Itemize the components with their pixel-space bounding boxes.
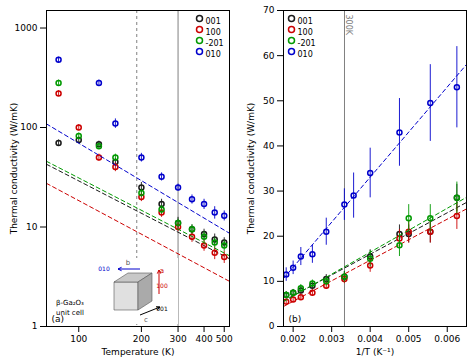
svg-text:a: a — [160, 267, 164, 275]
svg-text:unit cell: unit cell — [56, 309, 84, 317]
svg-text:300: 300 — [169, 334, 186, 344]
svg-text:0.003: 0.003 — [319, 334, 345, 344]
svg-text:010: 010 — [98, 265, 110, 272]
svg-text:-201: -201 — [298, 39, 316, 48]
svg-text:1000: 1000 — [15, 23, 38, 33]
svg-text:Thermal conductivity (W/mK): Thermal conductivity (W/mK) — [9, 103, 19, 236]
svg-text:0.004: 0.004 — [357, 334, 383, 344]
svg-text:1/T (K⁻¹): 1/T (K⁻¹) — [356, 347, 394, 357]
svg-text:30: 30 — [263, 186, 275, 196]
svg-text:010: 010 — [206, 50, 221, 59]
svg-text:010: 010 — [298, 50, 313, 59]
svg-text:100: 100 — [20, 122, 37, 132]
svg-text:0.005: 0.005 — [396, 334, 422, 344]
svg-text:100: 100 — [206, 28, 221, 37]
svg-text:-201: -201 — [206, 39, 224, 48]
svg-text:60: 60 — [263, 51, 275, 61]
svg-text:β-Ga₂O₃: β-Ga₂O₃ — [56, 299, 84, 307]
svg-text:100: 100 — [70, 334, 87, 344]
svg-text:(a): (a) — [51, 313, 64, 324]
svg-text:100: 100 — [156, 282, 168, 289]
svg-text:001: 001 — [156, 305, 168, 312]
svg-text:0.006: 0.006 — [434, 334, 460, 344]
svg-text:0: 0 — [269, 321, 275, 331]
svg-text:200: 200 — [133, 334, 150, 344]
svg-text:Thermal conductivity (W/mK): Thermal conductivity (W/mK) — [246, 103, 256, 236]
svg-text:Temperature (K): Temperature (K) — [101, 347, 175, 357]
svg-text:10: 10 — [263, 276, 275, 286]
svg-text:300K: 300K — [344, 15, 353, 36]
svg-text:40: 40 — [263, 141, 275, 151]
svg-text:500: 500 — [216, 334, 233, 344]
svg-text:100: 100 — [298, 28, 313, 37]
svg-text:70: 70 — [263, 5, 275, 15]
svg-text:20: 20 — [263, 231, 275, 241]
svg-text:c: c — [144, 316, 148, 324]
svg-text:001: 001 — [298, 17, 313, 26]
svg-text:0.002: 0.002 — [280, 334, 306, 344]
svg-text:(b): (b) — [289, 314, 302, 324]
svg-text:001: 001 — [206, 17, 221, 26]
svg-text:1: 1 — [32, 321, 38, 331]
svg-text:50: 50 — [263, 96, 275, 106]
svg-text:b: b — [126, 259, 131, 267]
svg-text:10: 10 — [26, 222, 38, 232]
svg-text:400: 400 — [195, 334, 212, 344]
